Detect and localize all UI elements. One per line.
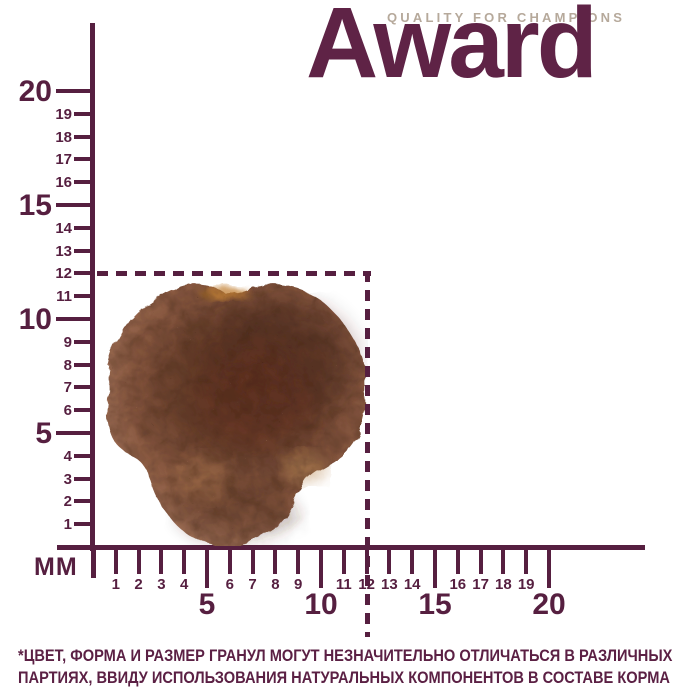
x-tick	[113, 550, 118, 574]
brand-tagline: QUALITY FOR CHAMPIONS	[387, 10, 626, 25]
y-tick-label: 3	[63, 470, 72, 488]
y-tick-label: 14	[55, 219, 72, 237]
x-tick	[433, 550, 437, 588]
y-tick	[56, 89, 92, 93]
x-tick-label: 9	[294, 576, 303, 593]
x-tick-label: 10	[304, 588, 338, 621]
y-tick	[74, 225, 92, 230]
y-tick-label: 10	[18, 303, 52, 336]
y-tick	[74, 180, 92, 185]
y-tick	[74, 248, 92, 253]
y-tick-label: 6	[63, 402, 72, 420]
x-tick	[501, 550, 506, 574]
x-tick	[341, 550, 346, 574]
x-tick-label: 4	[180, 576, 189, 593]
y-tick	[74, 294, 92, 299]
y-tick-label: 13	[55, 242, 72, 260]
y-tick	[74, 271, 92, 276]
disclaimer-line-2: ПАРТИЯХ, ВВИДУ ИСПОЛЬЗОВАНИЯ НАТУРАЛЬНЫХ…	[18, 668, 670, 687]
x-tick-label: 8	[271, 576, 280, 593]
y-tick-label: 11	[56, 288, 72, 306]
y-axis-line	[90, 23, 95, 551]
mm-unit-label: ММ	[34, 553, 78, 581]
y-tick	[74, 134, 92, 139]
x-tick-label: 11	[335, 576, 352, 593]
x-axis-line	[57, 545, 645, 550]
y-tick	[74, 362, 92, 367]
x-tick	[547, 550, 551, 588]
y-tick-label: 12	[55, 265, 72, 283]
disclaimer-line-1: *ЦВЕТ, ФОРМА И РАЗМЕР ГРАНУЛ МОГУТ НЕЗНА…	[18, 646, 673, 665]
x-tick-label: 20	[532, 588, 566, 621]
x-tick-label: 6	[225, 576, 234, 593]
y-tick	[74, 453, 92, 458]
y-tick-label: 17	[55, 151, 72, 169]
x-tick-label: 16	[449, 576, 467, 593]
x-tick-label: 5	[198, 588, 216, 621]
y-tick-label: 15	[18, 189, 52, 222]
x-tick	[319, 550, 323, 588]
y-tick-label: 18	[55, 128, 72, 146]
x-axis-zero-tick	[91, 550, 96, 578]
y-tick-label: 4	[63, 447, 72, 465]
x-tick-label: 14	[403, 576, 421, 593]
y-tick-label: 5	[35, 417, 52, 450]
x-tick	[524, 550, 529, 574]
y-tick	[56, 431, 92, 435]
y-tick-label: 9	[63, 333, 72, 351]
x-tick-label: 18	[495, 576, 512, 593]
x-tick	[227, 550, 232, 574]
y-tick	[74, 157, 92, 162]
y-tick	[74, 111, 92, 116]
y-tick	[74, 408, 92, 413]
x-tick	[182, 550, 187, 574]
x-tick	[296, 550, 301, 574]
x-tick	[205, 550, 209, 588]
y-tick-label: 2	[63, 493, 72, 511]
y-tick-label: 7	[63, 379, 72, 397]
x-tick	[136, 550, 141, 574]
x-tick	[159, 550, 164, 574]
x-tick	[478, 550, 483, 574]
y-tick-label: 20	[18, 75, 52, 108]
x-tick-label: 1	[111, 576, 120, 593]
y-tick	[56, 203, 92, 207]
x-tick	[273, 550, 278, 574]
y-tick	[74, 522, 92, 527]
x-tick	[250, 550, 255, 574]
x-tick-label: 13	[381, 576, 398, 593]
x-tick	[387, 550, 392, 574]
y-tick-label: 19	[55, 105, 72, 123]
y-tick	[74, 499, 92, 504]
y-tick-label: 1	[63, 516, 72, 534]
brand-logo: Award	[306, 0, 598, 99]
x-tick-label: 19	[517, 576, 535, 593]
y-tick	[74, 385, 92, 390]
x-tick-label: 17	[472, 576, 489, 593]
disclaimer: *ЦВЕТ, ФОРМА И РАЗМЕР ГРАНУЛ МОГУТ НЕЗНА…	[18, 645, 690, 689]
x-tick	[410, 550, 415, 574]
guide-dashed-horizontal	[97, 271, 371, 277]
y-tick	[74, 476, 92, 481]
y-tick	[74, 339, 92, 344]
y-tick-label: 8	[63, 356, 72, 374]
x-tick-label: 15	[418, 588, 452, 621]
x-tick	[455, 550, 460, 574]
x-tick-label: 7	[248, 576, 257, 593]
y-tick-label: 16	[55, 174, 72, 192]
x-tick-label: 2	[134, 576, 143, 593]
guide-dashed-vertical	[364, 271, 370, 638]
x-tick-label: 3	[157, 576, 166, 593]
kibble-photo	[106, 283, 367, 546]
y-tick	[56, 317, 92, 321]
